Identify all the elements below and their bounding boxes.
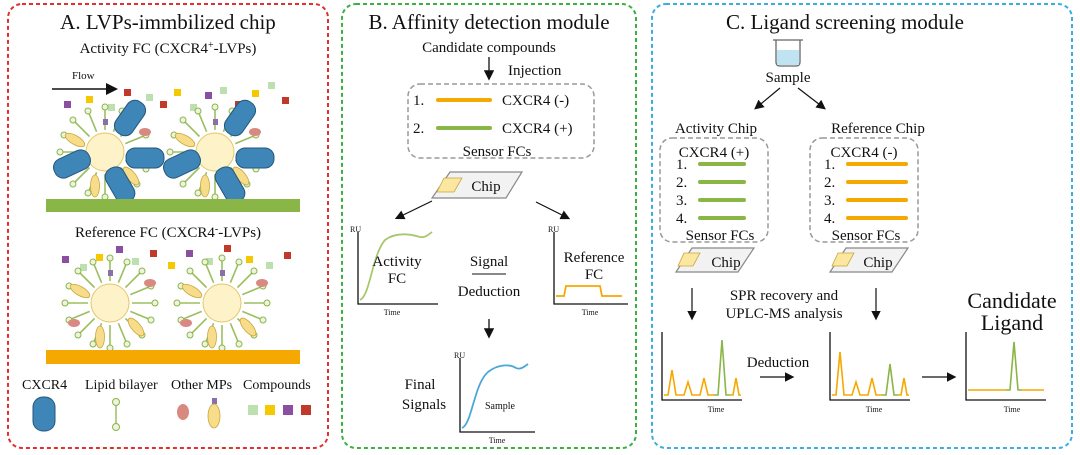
spr-line1: SPR recovery and bbox=[730, 288, 839, 304]
activity-fc-curve-line1: Activity bbox=[372, 254, 422, 270]
activity-row-2: 2. bbox=[676, 175, 687, 191]
legend-lipid-symbol bbox=[112, 398, 120, 431]
reference-fc-sensorgram: RU Time Reference FC bbox=[548, 225, 628, 317]
arrow-sample-activity bbox=[754, 87, 781, 110]
reference-fc-label: Reference FC (CXCR4--LVPs) bbox=[75, 224, 261, 242]
spr-line2: UPLC-MS analysis bbox=[725, 306, 842, 322]
panel-b-title: B. Affinity detection module bbox=[368, 10, 609, 34]
final-signals-sensorgram: RU Time Sample Final Signals bbox=[402, 351, 535, 445]
time-label-1: Time bbox=[384, 308, 401, 317]
chromatogram-activity: Time bbox=[661, 332, 742, 414]
panel-a-legend: CXCR4 Lipid bilayer Other MPs Compounds bbox=[22, 378, 311, 432]
ru-label-3: RU bbox=[454, 351, 465, 360]
chip-b-label: Chip bbox=[471, 179, 500, 195]
reference-cxcr4: CXCR4 (-) bbox=[830, 145, 897, 161]
arrow-sample-reference bbox=[797, 87, 826, 110]
activity-fc-sensorgram: RU Time Activity FC bbox=[350, 225, 438, 317]
reference-fc-surface bbox=[46, 350, 300, 364]
reference-rows: 1. 2. 3. 4. bbox=[824, 157, 908, 227]
time-label-2: Time bbox=[582, 308, 599, 317]
chromatogram-candidate: Time bbox=[965, 332, 1046, 414]
reference-chip-label: Reference Chip bbox=[831, 121, 925, 137]
chip-c-reference-label: Chip bbox=[863, 255, 892, 271]
channel-1-label: CXCR4 (-) bbox=[502, 93, 569, 109]
legend-compound-1 bbox=[248, 405, 258, 415]
channel-2-label: CXCR4 (+) bbox=[502, 121, 573, 137]
legend-compound-3 bbox=[283, 405, 293, 415]
legend-lipid-bilayer: Lipid bilayer bbox=[85, 378, 158, 393]
activity-row-1: 1. bbox=[676, 157, 687, 173]
activity-sensor-box bbox=[659, 137, 769, 243]
legend-cxcr4: CXCR4 bbox=[22, 378, 67, 393]
activity-chip-label: Activity Chip bbox=[675, 121, 757, 137]
candidate-compounds: Candidate compounds bbox=[422, 40, 556, 56]
panel-a-title: A. LVPs-immbilized chip bbox=[60, 10, 276, 34]
final-signals-line1: Final bbox=[405, 377, 436, 393]
panel-a-border bbox=[7, 3, 329, 449]
reference-row-3: 3. bbox=[824, 193, 835, 209]
candidate-line2: Ligand bbox=[981, 310, 1043, 335]
chrom-time-1: Time bbox=[708, 405, 725, 414]
reference-sensor-fcs: Sensor FCs bbox=[832, 228, 901, 244]
lvp-activity-1 bbox=[50, 96, 165, 207]
reference-sensor-box bbox=[809, 137, 919, 243]
activity-rows: 1. 2. 3. 4. bbox=[676, 157, 746, 227]
reference-fc-curve-line1: Reference bbox=[564, 250, 625, 266]
chrom-time-3: Time bbox=[1004, 405, 1021, 414]
deduction-c: Deduction bbox=[747, 355, 810, 371]
lvp-activity-2 bbox=[160, 96, 275, 207]
ru-label-2: RU bbox=[548, 225, 559, 234]
activity-row-4: 4. bbox=[676, 211, 687, 227]
channel-2-num: 2. bbox=[413, 121, 424, 137]
channel-1-num: 1. bbox=[413, 93, 424, 109]
injection-label: Injection bbox=[508, 63, 562, 79]
activity-fc-curve-line2: FC bbox=[388, 271, 406, 287]
sample-label: Sample bbox=[766, 70, 811, 86]
signal-label: Signal bbox=[470, 254, 508, 270]
lvp-reference-2 bbox=[173, 254, 271, 352]
reference-row-1: 1. bbox=[824, 157, 835, 173]
compounds-bottom bbox=[62, 245, 291, 271]
legend-compound-2 bbox=[265, 405, 275, 415]
panel-c-border bbox=[651, 3, 1073, 449]
legend-cxcr4-symbol bbox=[32, 396, 56, 432]
activity-row-3: 3. bbox=[676, 193, 687, 209]
panel-b-border bbox=[341, 3, 637, 449]
beaker-icon bbox=[773, 39, 803, 67]
sensor-fcs-label: Sensor FCs bbox=[463, 144, 532, 160]
deduction-label: Deduction bbox=[458, 284, 521, 300]
reference-row-2: 2. bbox=[824, 175, 835, 191]
activity-sensor-fcs: Sensor FCs bbox=[686, 228, 755, 244]
arrow-to-reference bbox=[535, 201, 571, 220]
legend-other-mps: Other MPs bbox=[171, 378, 232, 393]
activity-cxcr4: CXCR4 (+) bbox=[679, 145, 750, 161]
reference-fc-curve-line2: FC bbox=[585, 267, 603, 283]
final-signals-line2: Signals bbox=[402, 397, 446, 413]
ru-label-1: RU bbox=[350, 225, 361, 234]
sample-curve-label: Sample bbox=[485, 401, 516, 412]
sensor-fcs-box bbox=[407, 83, 595, 159]
reference-row-4: 4. bbox=[824, 211, 835, 227]
chip-c-activity-label: Chip bbox=[711, 255, 740, 271]
activity-fc-label: Activity FC (CXCR4+-LVPs) bbox=[80, 40, 257, 58]
chrom-time-2: Time bbox=[866, 405, 883, 414]
arrow-to-activity bbox=[394, 200, 433, 220]
legend-mp-yellow bbox=[207, 403, 221, 429]
panel-c-title: C. Ligand screening module bbox=[726, 10, 964, 34]
lvp-reference-1 bbox=[61, 254, 159, 352]
candidate-line1: Candidate bbox=[967, 288, 1056, 313]
legend-mp-red bbox=[177, 404, 189, 420]
flow-label: Flow bbox=[72, 70, 95, 82]
time-label-3: Time bbox=[489, 436, 506, 445]
chromatogram-reference: Time bbox=[829, 332, 910, 414]
activity-fc-surface bbox=[46, 199, 300, 212]
legend-compound-4 bbox=[301, 405, 311, 415]
legend-compounds: Compounds bbox=[243, 378, 311, 393]
